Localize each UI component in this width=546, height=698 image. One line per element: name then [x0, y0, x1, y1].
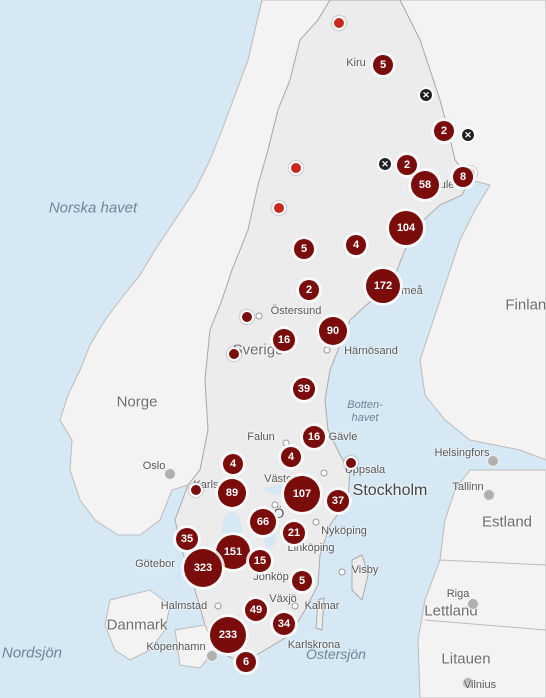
city-label-linkoping: Linköping — [287, 542, 335, 554]
country-label-litauen: Litauen — [441, 650, 491, 668]
cluster-marker[interactable]: 16 — [303, 426, 325, 448]
location-pin[interactable] — [289, 161, 303, 175]
cluster-marker[interactable]: 5 — [292, 571, 312, 591]
city-label-falun: Falun — [247, 431, 275, 443]
city-dot-nykoping — [312, 518, 320, 526]
city-label-orebro: Ö — [273, 505, 285, 521]
sea-label-ostersjon: Östersjön — [306, 646, 366, 662]
cluster-marker[interactable]: 2 — [397, 155, 417, 175]
city-label-karlskrona: Karlskrona — [287, 639, 341, 651]
cluster-marker[interactable]: 89 — [218, 479, 246, 507]
country-label-danmark: Danmark — [106, 616, 168, 634]
city-label-umea: meå — [401, 285, 423, 297]
cluster-marker[interactable]: 66 — [250, 509, 276, 535]
location-pin[interactable] — [189, 483, 203, 497]
city-dot-riga — [467, 598, 479, 610]
cluster-marker[interactable]: 49 — [245, 599, 267, 621]
country-label-estland: Estland — [481, 513, 533, 531]
city-dot-helsingfors — [487, 455, 499, 467]
cluster-marker[interactable]: 2 — [299, 280, 319, 300]
cluster-marker[interactable]: 5 — [373, 55, 393, 75]
cluster-marker[interactable]: 34 — [273, 613, 295, 635]
city-label-tallinn: Tallinn — [452, 481, 484, 493]
cluster-marker[interactable]: 107 — [284, 476, 320, 512]
city-label-helsingfors: Helsingfors — [434, 447, 490, 459]
city-label-kiruna: Kiru — [346, 57, 366, 69]
city-label-halmstad: Halmstad — [160, 600, 208, 612]
sea-label-norska-havet: Norska havet — [48, 199, 138, 217]
cluster-marker[interactable]: 4 — [281, 447, 301, 467]
country-label-sverige: Sverige — [232, 341, 284, 359]
cluster-marker[interactable]: 90 — [319, 317, 347, 345]
city-label-harnosand: Härnösand — [344, 345, 398, 357]
city-dot-halmstad — [214, 602, 222, 610]
sea-label-bottenhavet: Botten- havet — [347, 399, 383, 424]
city-label-vaxjo: Växjö — [269, 593, 297, 605]
city-label-visby: Visby — [351, 564, 379, 576]
sea-label-nordsjon: Nordsjön — [1, 644, 63, 662]
city-dot-orebro — [271, 501, 279, 509]
cluster-marker[interactable]: 8 — [453, 167, 473, 187]
location-pin[interactable] — [332, 16, 346, 30]
cluster-marker[interactable]: 21 — [283, 522, 305, 544]
cluster-marker[interactable]: 6 — [236, 652, 256, 672]
city-dot-oslo — [164, 468, 176, 480]
city-dot-visby — [338, 568, 346, 576]
cluster-marker[interactable]: 39 — [293, 378, 315, 400]
city-dot-falun — [282, 439, 290, 447]
city-label-oslo: Oslo — [142, 460, 166, 472]
cluster-marker[interactable]: 16 — [273, 329, 295, 351]
city-label-ostersund: Östersund — [270, 305, 322, 317]
closed-marker-icon[interactable]: ✕ — [418, 87, 434, 103]
country-label-lettland: Lettland — [424, 602, 478, 620]
cluster-marker[interactable]: 233 — [210, 617, 246, 653]
city-dot-ostersund — [255, 312, 263, 320]
city-label-nykoping: Nyköping — [321, 525, 367, 537]
city-label-jonkoping: Jönköp — [253, 571, 289, 583]
cluster-marker[interactable]: 5 — [294, 239, 314, 259]
city-label-kalmar: Kalmar — [304, 600, 340, 612]
location-pin[interactable] — [240, 310, 254, 324]
closed-marker-icon[interactable]: ✕ — [460, 127, 476, 143]
country-label-norge: Norge — [116, 393, 158, 411]
city-dot-harnosand — [323, 346, 331, 354]
cluster-marker[interactable]: 58 — [411, 171, 439, 199]
cluster-marker[interactable]: 323 — [184, 549, 222, 587]
location-pin[interactable] — [272, 201, 286, 215]
cluster-marker[interactable]: 15 — [249, 550, 271, 572]
city-dot-vilnius — [462, 677, 474, 689]
cluster-marker[interactable]: 37 — [327, 490, 349, 512]
city-label-goteborg: Götebor — [135, 558, 175, 570]
city-dot-tallinn — [483, 489, 495, 501]
cluster-marker[interactable]: 172 — [366, 269, 400, 303]
cluster-marker[interactable]: 35 — [176, 528, 198, 550]
city-label-gavle: Gävle — [328, 431, 358, 443]
cluster-marker[interactable]: 151 — [216, 535, 250, 569]
city-label-riga: Riga — [446, 588, 470, 600]
cluster-marker[interactable]: 4 — [223, 454, 243, 474]
city-label-vilnius: Vilnius — [463, 679, 497, 691]
city-dot-kobenhavn — [206, 650, 218, 662]
cluster-marker[interactable]: 4 — [346, 235, 366, 255]
city-dot-uppsala — [320, 469, 328, 477]
city-label-stockholm: Stockholm — [352, 482, 428, 499]
cluster-marker[interactable]: 104 — [389, 211, 423, 245]
cluster-marker[interactable]: 2 — [434, 121, 454, 141]
location-pin[interactable] — [344, 456, 358, 470]
city-dot-kalmar — [291, 602, 299, 610]
country-label-finland: Finland — [505, 296, 546, 314]
city-label-kobenhavn: Köpenhamn — [146, 641, 206, 653]
location-pin[interactable] — [227, 347, 241, 361]
closed-marker-icon[interactable]: ✕ — [377, 156, 393, 172]
